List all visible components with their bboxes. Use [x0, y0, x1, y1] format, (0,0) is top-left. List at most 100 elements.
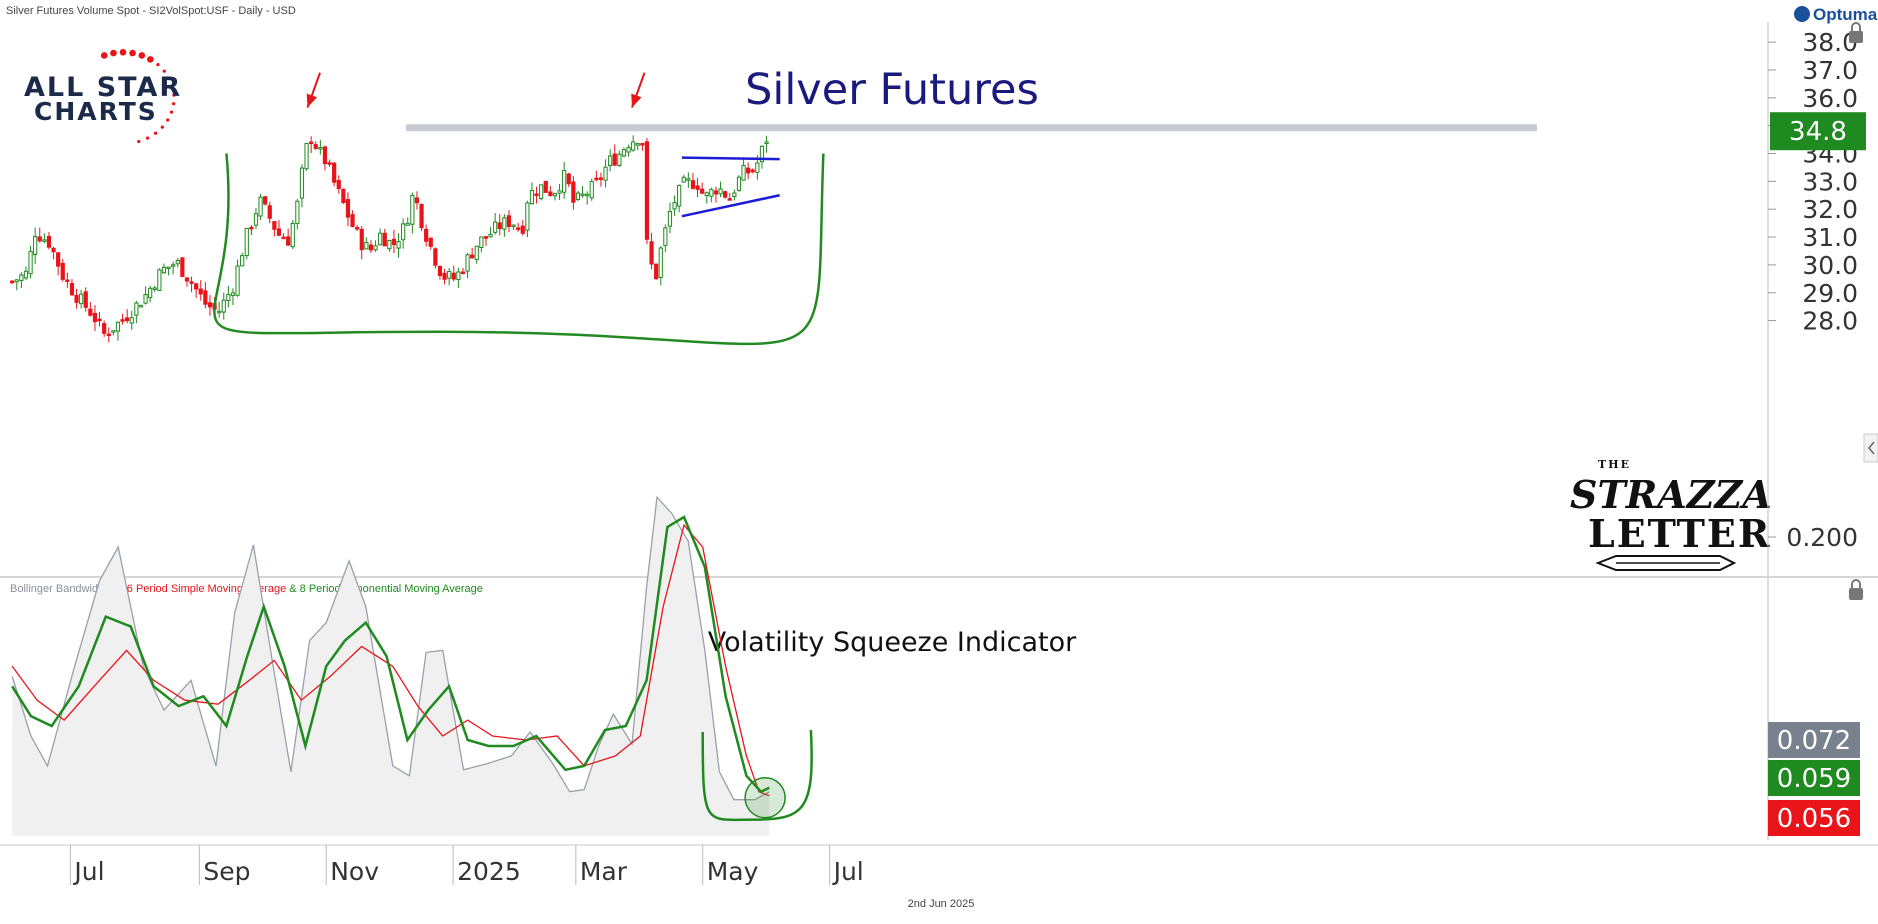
candle-body: [115, 321, 121, 332]
candle-body: [364, 242, 369, 250]
candle-body: [741, 164, 746, 181]
candle-body: [424, 228, 429, 242]
candle-body: [290, 222, 295, 248]
star-icon: [145, 136, 150, 140]
strazza-logo-line2: LETTER: [1588, 511, 1771, 556]
price-y-tick-label: 36.0: [1802, 84, 1858, 113]
price-y-tick-label: 37.0: [1802, 56, 1858, 85]
candle-body: [442, 272, 447, 280]
candle-body: [603, 166, 608, 181]
candle-body: [405, 222, 410, 226]
x-tick-label: 2025: [457, 857, 521, 886]
candle-body: [580, 193, 585, 196]
candle-body: [194, 283, 199, 290]
star-icon: [160, 125, 164, 129]
indicator-y-ticks: 0.200: [1768, 523, 1858, 552]
candle-body: [253, 213, 259, 226]
candle-body: [612, 153, 617, 166]
candle-body: [387, 240, 392, 250]
indicator-badge-ema: [1768, 760, 1860, 796]
candle-body: [378, 232, 383, 246]
candle-body: [230, 292, 236, 296]
star-icon: [137, 139, 141, 144]
price-y-tick-label: 29.0: [1802, 279, 1858, 308]
collapse-arrow-icon[interactable]: [1863, 433, 1878, 463]
indicator-badge-sma: [1768, 800, 1860, 836]
resistance-zone: [406, 124, 1537, 132]
candle-body: [171, 264, 176, 267]
peak-arrows: [306, 72, 646, 108]
legend-bandwidth: Bollinger Bandwidth: [10, 583, 107, 595]
candle-body: [589, 181, 594, 199]
star-icon: [110, 49, 117, 57]
price-last-badge-bg: [1770, 112, 1866, 151]
candle-body: [235, 265, 240, 296]
indicator-badge-bandwidth: [1768, 722, 1860, 758]
candle-body: [74, 294, 79, 303]
candle-body: [534, 193, 539, 196]
candle-body: [557, 190, 562, 194]
candle-body: [189, 281, 194, 284]
candle-body: [451, 272, 456, 280]
indicator-badge-ema-value: 0.059: [1777, 764, 1851, 794]
candle-body: [631, 141, 636, 151]
star-icon: [172, 93, 176, 97]
indicator-badge-bandwidth-value: 0.072: [1777, 726, 1851, 756]
candle-body: [309, 141, 314, 145]
star-icon: [162, 69, 166, 73]
optuma-brand: Optuma: [1813, 5, 1878, 24]
price-y-tick-label: 31.0: [1802, 223, 1858, 252]
candle-body: [10, 280, 15, 284]
candle-body: [585, 193, 590, 197]
candle-body: [447, 270, 452, 279]
candle-body: [474, 245, 479, 260]
candle-body: [700, 188, 705, 194]
squeeze-circle: [744, 776, 786, 819]
candle-body: [414, 197, 420, 204]
candle-body: [125, 317, 130, 322]
star-icon: [100, 52, 108, 59]
candle-body: [276, 228, 282, 236]
candle-body: [14, 279, 19, 283]
price-last-badge: 34.8: [1770, 112, 1866, 151]
candle-body: [65, 279, 70, 283]
candle-body: [764, 141, 769, 144]
candle-body: [249, 226, 254, 230]
candle-body: [207, 302, 213, 308]
candle-body: [148, 287, 153, 299]
candle-body: [33, 236, 38, 255]
candle-body: [732, 192, 737, 198]
candle-body: [180, 257, 185, 277]
star-icon: [147, 56, 154, 63]
candle-body: [336, 180, 341, 190]
candle-body: [198, 288, 203, 295]
candle-body: [419, 203, 424, 229]
price-panel[interactable]: [6, 22, 1768, 576]
candle-body: [525, 202, 530, 231]
candle-body: [663, 227, 668, 246]
pen-nib-icon: [1595, 555, 1737, 571]
candle-body: [428, 237, 433, 247]
squeeze-bowl-arc: [701, 729, 813, 822]
candle-body: [723, 191, 728, 198]
candle-body: [46, 235, 52, 248]
candle-body: [543, 180, 548, 193]
candle-body: [672, 202, 677, 210]
candle-body: [539, 184, 544, 200]
candle-body: [42, 239, 47, 242]
chart-label: Silver Futures Volume Spot - SI2VolSpot:…: [6, 5, 296, 17]
candle-body: [658, 247, 663, 279]
candle-body: [382, 232, 387, 247]
candle-body: [548, 191, 553, 197]
candle-body: [106, 333, 111, 337]
indicator-lock-icon[interactable]: [1849, 579, 1863, 600]
indicator-title: Volatility Squeeze Indicator: [708, 627, 1077, 658]
candle-body: [129, 317, 134, 324]
candle-body: [272, 221, 277, 230]
candle-body: [497, 222, 502, 230]
star-icon: [119, 48, 127, 56]
candle-body: [502, 217, 507, 230]
x-tick-label: Nov: [330, 857, 379, 886]
price-lock-icon[interactable]: [1849, 22, 1863, 43]
